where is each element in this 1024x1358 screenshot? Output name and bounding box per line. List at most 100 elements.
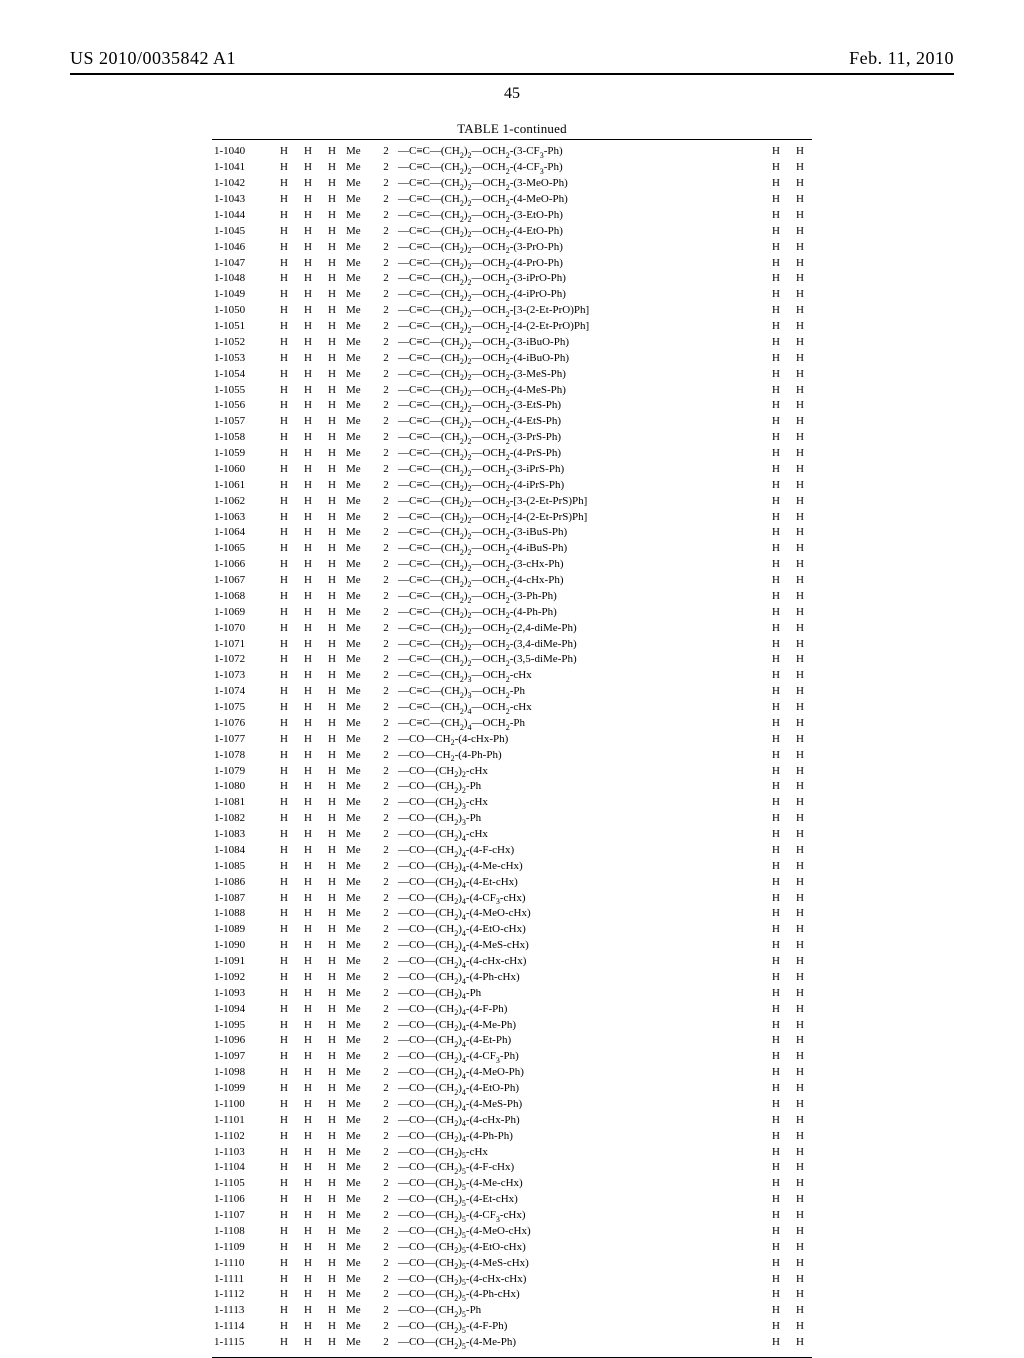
col-n: 2: [376, 161, 396, 177]
col-r2: H: [296, 145, 320, 161]
col-n: 2: [376, 399, 396, 415]
col-r8: H: [788, 288, 812, 304]
col-r2: H: [296, 447, 320, 463]
col-r2: H: [296, 463, 320, 479]
col-r4: Me: [344, 272, 376, 288]
col-r4: Me: [344, 939, 376, 955]
row-id: 1-1098: [212, 1066, 272, 1082]
col-n: 2: [376, 447, 396, 463]
col-r7: H: [764, 1129, 788, 1145]
row-id: 1-1045: [212, 224, 272, 240]
col-r3: H: [320, 367, 344, 383]
col-r2: H: [296, 891, 320, 907]
table-top-rule: [212, 139, 812, 140]
col-n: 2: [376, 1018, 396, 1034]
col-n: 2: [376, 717, 396, 733]
col-r8: H: [788, 574, 812, 590]
col-r3: H: [320, 1272, 344, 1288]
col-r2: H: [296, 796, 320, 812]
col-r7: H: [764, 1288, 788, 1304]
col-n: 2: [376, 542, 396, 558]
col-r7: H: [764, 1256, 788, 1272]
col-r1: H: [272, 431, 296, 447]
col-structure: —C≡C—(CH2)2—OCH2-(3-CF3-Ph): [396, 145, 764, 161]
col-r3: H: [320, 256, 344, 272]
col-r1: H: [272, 796, 296, 812]
row-id: 1-1099: [212, 1082, 272, 1098]
col-r1: H: [272, 875, 296, 891]
row-id: 1-1096: [212, 1034, 272, 1050]
col-r1: H: [272, 272, 296, 288]
table-row: 1-1053HHHMe2—C≡C—(CH2)2—OCH2-(4-iBuO-Ph)…: [212, 351, 812, 367]
col-r4: Me: [344, 494, 376, 510]
col-r7: H: [764, 685, 788, 701]
col-r4: Me: [344, 844, 376, 860]
col-structure: —C≡C—(CH2)2—OCH2-[3-(2-Et-PrO)Ph]: [396, 304, 764, 320]
col-n: 2: [376, 478, 396, 494]
col-r3: H: [320, 272, 344, 288]
col-r8: H: [788, 1018, 812, 1034]
col-r2: H: [296, 1240, 320, 1256]
col-structure: —CO—(CH2)4-Ph: [396, 986, 764, 1002]
row-id: 1-1089: [212, 923, 272, 939]
col-r8: H: [788, 1161, 812, 1177]
col-r8: H: [788, 1177, 812, 1193]
col-n: 2: [376, 510, 396, 526]
table-row: 1-1062HHHMe2—C≡C—(CH2)2—OCH2-[3-(2-Et-Pr…: [212, 494, 812, 510]
col-r2: H: [296, 701, 320, 717]
col-r7: H: [764, 320, 788, 336]
col-r1: H: [272, 447, 296, 463]
col-r1: H: [272, 764, 296, 780]
col-n: 2: [376, 875, 396, 891]
col-structure: —CO—(CH2)5-(4-Ph-cHx): [396, 1288, 764, 1304]
col-r4: Me: [344, 748, 376, 764]
col-r4: Me: [344, 1304, 376, 1320]
col-r7: H: [764, 193, 788, 209]
col-r3: H: [320, 621, 344, 637]
col-r7: H: [764, 1113, 788, 1129]
col-r3: H: [320, 1240, 344, 1256]
col-structure: —C≡C—(CH2)2—OCH2-(3-cHx-Ph): [396, 558, 764, 574]
col-n: 2: [376, 701, 396, 717]
col-r3: H: [320, 399, 344, 415]
col-r1: H: [272, 320, 296, 336]
table-row: 1-1102HHHMe2—CO—(CH2)4-(4-Ph-Ph)HH: [212, 1129, 812, 1145]
col-r2: H: [296, 193, 320, 209]
col-r4: Me: [344, 1113, 376, 1129]
row-id: 1-1085: [212, 859, 272, 875]
col-r4: Me: [344, 574, 376, 590]
row-id: 1-1046: [212, 240, 272, 256]
col-n: 2: [376, 177, 396, 193]
col-r1: H: [272, 717, 296, 733]
col-r1: H: [272, 748, 296, 764]
col-r8: H: [788, 685, 812, 701]
col-n: 2: [376, 923, 396, 939]
row-id: 1-1093: [212, 986, 272, 1002]
table-row: 1-1072HHHMe2—C≡C—(CH2)2—OCH2-(3,5-diMe-P…: [212, 653, 812, 669]
table-row: 1-1052HHHMe2—C≡C—(CH2)2—OCH2-(3-iBuO-Ph)…: [212, 336, 812, 352]
col-r1: H: [272, 986, 296, 1002]
col-structure: —C≡C—(CH2)2—OCH2-(4-iPrS-Ph): [396, 478, 764, 494]
col-r3: H: [320, 732, 344, 748]
col-r7: H: [764, 764, 788, 780]
col-r2: H: [296, 685, 320, 701]
col-structure: —CO—(CH2)4-(4-MeO-Ph): [396, 1066, 764, 1082]
col-structure: —C≡C—(CH2)2—OCH2-(3-iPrO-Ph): [396, 272, 764, 288]
col-r2: H: [296, 1320, 320, 1336]
col-structure: —CO—(CH2)5-(4-Me-Ph): [396, 1336, 764, 1352]
col-r2: H: [296, 1113, 320, 1129]
col-n: 2: [376, 828, 396, 844]
col-n: 2: [376, 1225, 396, 1241]
col-n: 2: [376, 1034, 396, 1050]
col-r8: H: [788, 177, 812, 193]
col-r1: H: [272, 685, 296, 701]
col-n: 2: [376, 1129, 396, 1145]
row-id: 1-1042: [212, 177, 272, 193]
table-row: 1-1043HHHMe2—C≡C—(CH2)2—OCH2-(4-MeO-Ph)H…: [212, 193, 812, 209]
col-r3: H: [320, 1161, 344, 1177]
row-id: 1-1063: [212, 510, 272, 526]
col-r3: H: [320, 875, 344, 891]
table-wrapper: TABLE 1-continued 1-1040HHHMe2—C≡C—(CH2)…: [212, 121, 812, 1358]
col-n: 2: [376, 574, 396, 590]
col-r8: H: [788, 478, 812, 494]
